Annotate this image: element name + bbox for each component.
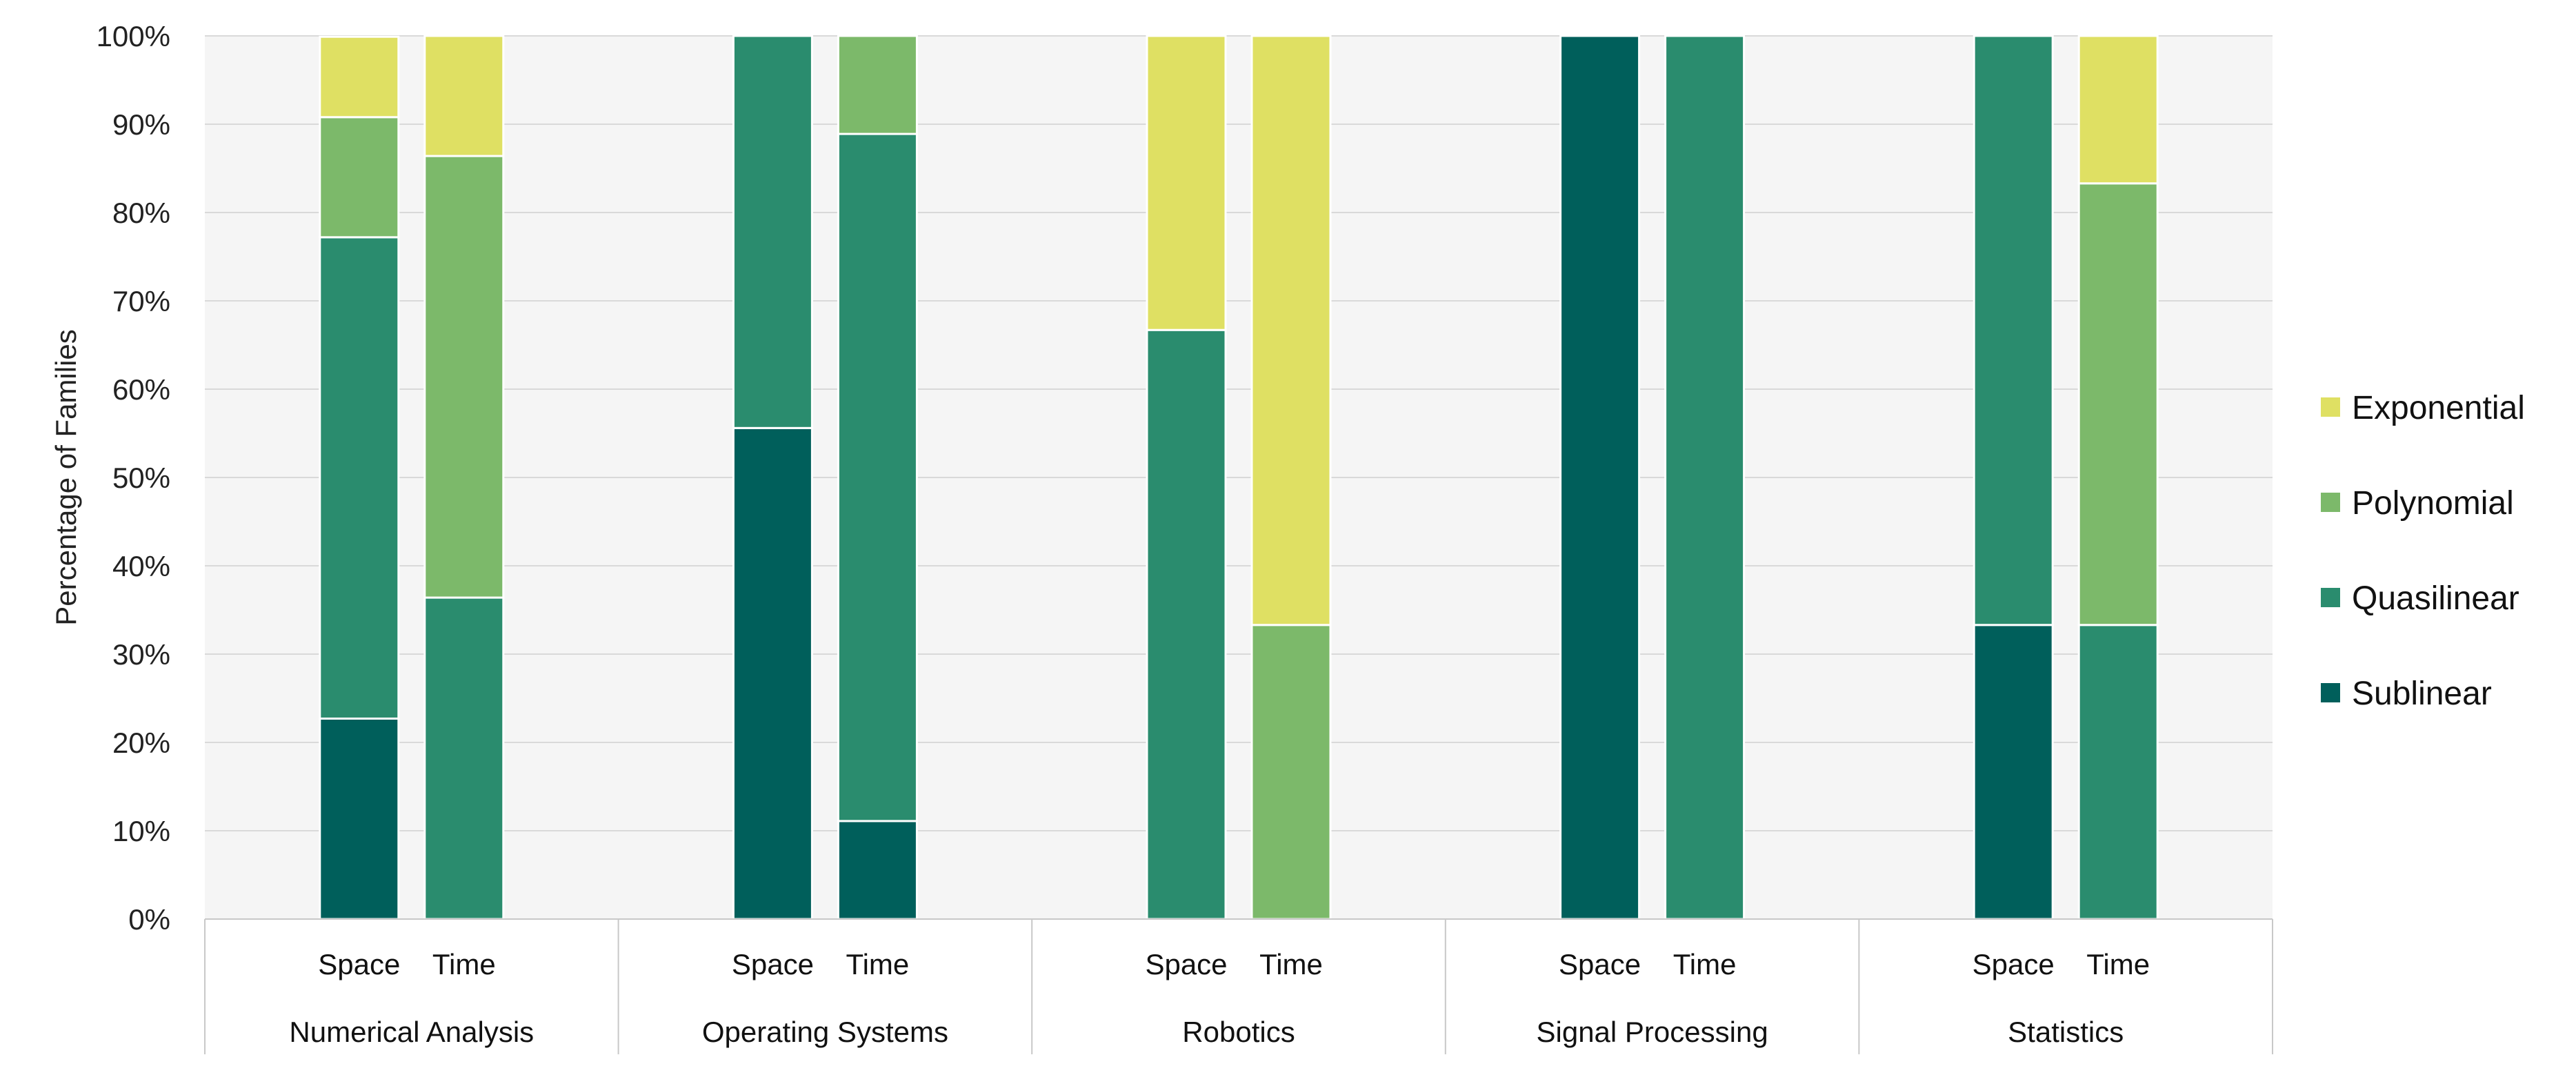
subcategory-label: Time (1259, 948, 1323, 980)
bar-segment-exponential (1250, 34, 1332, 627)
y-tick-label: 20% (112, 727, 170, 759)
bar-segment-quasilinear (732, 34, 813, 429)
bar-segment-quasilinear (423, 596, 505, 920)
y-tick-label: 80% (112, 197, 170, 229)
bar-segment-polynomial (837, 34, 918, 135)
bar-segment-polynomial (423, 155, 505, 599)
bar-segment-sublinear (319, 717, 400, 920)
group-label: Statistics (2008, 1016, 2124, 1048)
bar-segment-sublinear (1559, 34, 1641, 920)
subcategory-label: Time (846, 948, 910, 980)
subcategory-label: Space (318, 948, 400, 980)
bar-segment-polynomial (2077, 182, 2159, 627)
bar-segment-quasilinear (1664, 34, 1746, 920)
subcategory-label: Time (432, 948, 496, 980)
legend-swatch (2321, 683, 2340, 702)
bar-segment-quasilinear (1973, 34, 2054, 627)
gridlines (205, 35, 2273, 920)
bar-segment-exponential (2077, 34, 2159, 185)
y-tick-label: 100% (97, 20, 170, 52)
group-label: Robotics (1182, 1016, 1295, 1048)
subcategory-label: Space (1559, 948, 1641, 980)
subcategory-label: Space (1145, 948, 1227, 980)
legend: Exponential Polynomial Quasilinear Sublinea… (2321, 390, 2525, 712)
y-tick-label: 10% (112, 815, 170, 847)
bar-segment-polynomial (1250, 624, 1332, 920)
y-tick-label: 40% (112, 550, 170, 582)
group-label: Numerical Analysis (289, 1016, 534, 1048)
legend-swatch (2321, 397, 2340, 417)
subcategory-label: Space (732, 948, 814, 980)
y-tick-label: 30% (112, 638, 170, 671)
y-tick-label: 90% (112, 108, 170, 141)
bars (319, 34, 2159, 920)
bar-segment-polynomial (319, 116, 400, 239)
subcategory-label: Space (1973, 948, 2055, 980)
category-axis: Space Time Numerical Analysis Space Time Oper… (204, 918, 2273, 1054)
legend-label: Polynomial (2352, 485, 2514, 522)
bar-segment-sublinear (1973, 624, 2054, 920)
bar-segment-sublinear (837, 820, 918, 920)
legend-label: Quasilinear (2352, 580, 2519, 617)
subcategory-label: Time (2086, 948, 2150, 980)
legend-label: Sublinear (2352, 675, 2492, 712)
bar-segment-quasilinear (2077, 624, 2159, 920)
y-tick-label: 70% (112, 285, 170, 317)
y-tick-label: 60% (112, 373, 170, 406)
y-tick-label: 50% (112, 462, 170, 494)
legend-label: Exponential (2352, 390, 2525, 426)
legend-swatch (2321, 493, 2340, 512)
group-label: Operating Systems (702, 1016, 948, 1048)
legend-swatch (2321, 588, 2340, 607)
group-label: Signal Processing (1537, 1016, 1768, 1048)
y-tick-label: 0% (128, 903, 170, 936)
subcategory-label: Time (1673, 948, 1737, 980)
bar-segment-quasilinear (1146, 328, 1227, 920)
bar-segment-quasilinear (837, 132, 918, 822)
y-axis-label: Percentage of Families (50, 329, 82, 626)
y-axis-ticks: 0% 10% 20% 30% 40% 50% 60% 70% 80% 90% 100% (97, 20, 170, 936)
bar-segment-sublinear (732, 426, 813, 920)
bar-segment-exponential (319, 35, 400, 119)
bar-segment-quasilinear (319, 236, 400, 720)
bar-segment-exponential (1146, 34, 1227, 331)
bar-segment-exponential (423, 34, 505, 157)
